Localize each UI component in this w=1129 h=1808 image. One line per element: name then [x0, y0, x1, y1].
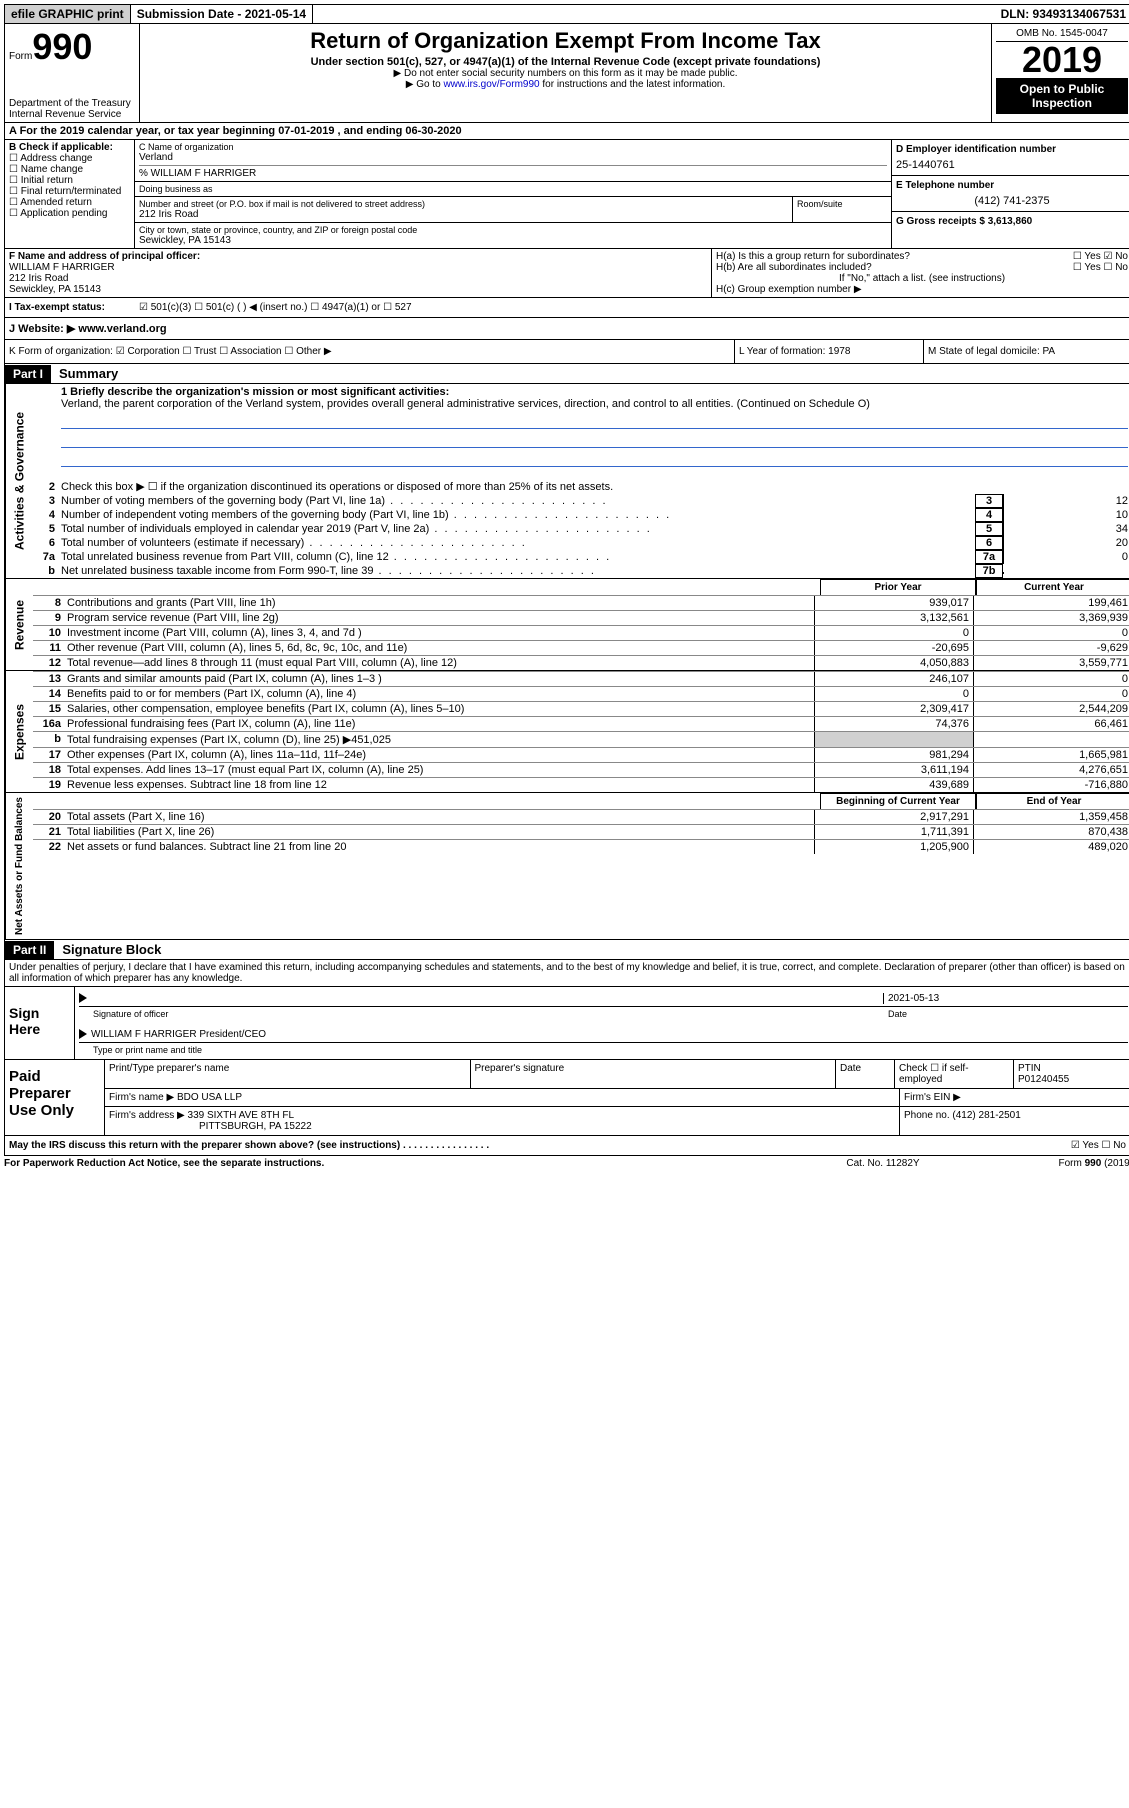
table-row: 22Net assets or fund balances. Subtract …: [33, 839, 1129, 854]
year-formation: L Year of formation: 1978: [735, 340, 924, 363]
table-row: 6Total number of volunteers (estimate if…: [33, 536, 1129, 550]
street-address: 212 Iris Road: [139, 209, 788, 220]
part1-header: Part I Summary: [4, 364, 1129, 384]
table-row: 3Number of voting members of the governi…: [33, 494, 1129, 508]
part1-governance: Activities & Governance 1 Briefly descri…: [4, 384, 1129, 579]
officer-name-title: WILLIAM F HARRIGER President/CEO: [91, 1029, 1128, 1040]
telephone: (412) 741-2375: [896, 195, 1128, 207]
table-row: 7aTotal unrelated business revenue from …: [33, 550, 1129, 564]
row-i-tax-status: I Tax-exempt status: ☑ 501(c)(3) ☐ 501(c…: [4, 298, 1129, 318]
state-domicile: M State of legal domicile: PA: [924, 340, 1129, 363]
table-row: 17Other expenses (Part IX, column (A), l…: [33, 747, 1129, 762]
irs-link[interactable]: www.irs.gov/Form990: [443, 79, 539, 90]
table-row: 9Program service revenue (Part VIII, lin…: [33, 610, 1129, 625]
table-row: bNet unrelated business taxable income f…: [33, 564, 1129, 578]
firm-name: BDO USA LLP: [177, 1092, 242, 1103]
top-bar: efile GRAPHIC print Submission Date - 20…: [4, 4, 1129, 24]
part1-revenue: Revenue Prior YearCurrent Year 8Contribu…: [4, 579, 1129, 671]
chk-name-change[interactable]: ☐ Name change: [9, 164, 130, 175]
discuss-row: May the IRS discuss this return with the…: [4, 1136, 1129, 1156]
table-row: 19Revenue less expenses. Subtract line 1…: [33, 777, 1129, 792]
h-b-answer[interactable]: ☐ Yes ☐ No: [1073, 262, 1128, 273]
ein: 25-1440761: [896, 159, 1128, 171]
sign-here-block: Sign Here 2021-05-13 Signature of office…: [4, 987, 1129, 1060]
row-j-website: J Website: ▶ www.verland.org: [4, 318, 1129, 340]
room-suite: Room/suite: [793, 197, 891, 222]
part1-net-assets: Net Assets or Fund Balances Beginning of…: [4, 793, 1129, 940]
table-row: 18Total expenses. Add lines 13–17 (must …: [33, 762, 1129, 777]
table-row: 20Total assets (Part X, line 16)2,917,29…: [33, 809, 1129, 824]
note-goto: ▶ Go to www.irs.gov/Form990 for instruct…: [144, 79, 987, 90]
h-c: H(c) Group exemption number ▶: [716, 284, 1128, 295]
arrow-icon: [79, 1029, 87, 1039]
chk-address-change[interactable]: ☐ Address change: [9, 153, 130, 164]
officer-street: 212 Iris Road: [9, 273, 707, 284]
block-bcd: B Check if applicable: ☐ Address change …: [4, 140, 1129, 248]
table-row: 16aProfessional fundraising fees (Part I…: [33, 716, 1129, 731]
col-c-name-address: C Name of organization Verland % WILLIAM…: [135, 140, 892, 248]
form-subtitle: Under section 501(c), 527, or 4947(a)(1)…: [144, 56, 987, 68]
form-header: Form990 Department of the Treasury Inter…: [4, 24, 1129, 123]
officer-city: Sewickley, PA 15143: [9, 284, 707, 295]
tax-status-options[interactable]: ☑ 501(c)(3) ☐ 501(c) ( ) ◀ (insert no.) …: [139, 302, 412, 313]
note-ssn: ▶ Do not enter social security numbers o…: [144, 68, 987, 79]
form-title: Return of Organization Exempt From Incom…: [144, 28, 987, 54]
part2-header: Part II Signature Block: [4, 940, 1129, 960]
form-990-label: Form 990 (2019): [983, 1158, 1129, 1169]
care-of: % WILLIAM F HARRIGER: [139, 165, 887, 179]
chk-amended[interactable]: ☐ Amended return: [9, 197, 130, 208]
mission-text: Verland, the parent corporation of the V…: [61, 398, 1128, 410]
website[interactable]: www.verland.org: [78, 323, 166, 335]
table-row: 10Investment income (Part VIII, column (…: [33, 625, 1129, 640]
row-a-tax-year: A For the 2019 calendar year, or tax yea…: [4, 123, 1129, 140]
org-name: Verland: [139, 152, 887, 163]
table-row: 21Total liabilities (Part X, line 26)1,7…: [33, 824, 1129, 839]
city-state-zip: Sewickley, PA 15143: [139, 235, 887, 246]
arrow-icon: [79, 993, 87, 1003]
table-row: 14Benefits paid to or for members (Part …: [33, 686, 1129, 701]
self-employed-check[interactable]: Check ☐ if self-employed: [895, 1060, 1014, 1088]
penalty-statement: Under penalties of perjury, I declare th…: [4, 960, 1129, 987]
part1-expenses: Expenses 13Grants and similar amounts pa…: [4, 671, 1129, 793]
dln: DLN: 93493134067531: [995, 5, 1129, 23]
table-row: 8Contributions and grants (Part VIII, li…: [33, 595, 1129, 610]
table-row: bTotal fundraising expenses (Part IX, co…: [33, 731, 1129, 747]
form-label: Form990: [9, 26, 135, 68]
dept-irs: Internal Revenue Service: [9, 109, 135, 120]
tax-year: 2019: [996, 42, 1128, 78]
col-d-ein-phone: D Employer identification number 25-1440…: [892, 140, 1129, 248]
table-row: 4Number of independent voting members of…: [33, 508, 1129, 522]
table-row: 11Other revenue (Part VIII, column (A), …: [33, 640, 1129, 655]
form-of-org: K Form of organization: ☑ Corporation ☐ …: [5, 340, 735, 363]
col-b-checkboxes: B Check if applicable: ☐ Address change …: [5, 140, 135, 248]
row-klm: K Form of organization: ☑ Corporation ☐ …: [4, 340, 1129, 364]
firm-address: 339 SIXTH AVE 8TH FL: [188, 1110, 295, 1121]
sig-date: 2021-05-13: [883, 993, 1128, 1004]
paid-preparer-block: Paid Preparer Use Only Print/Type prepar…: [4, 1060, 1129, 1136]
table-row: 13Grants and similar amounts paid (Part …: [33, 671, 1129, 686]
ptin: P01240455: [1018, 1074, 1069, 1085]
table-row: 12Total revenue—add lines 8 through 11 (…: [33, 655, 1129, 670]
officer-name: WILLIAM F HARRIGER: [9, 262, 707, 273]
table-row: 5Total number of individuals employed in…: [33, 522, 1129, 536]
gross-receipts: G Gross receipts $ 3,613,860: [896, 216, 1128, 227]
chk-app-pending[interactable]: ☐ Application pending: [9, 208, 130, 219]
h-a-answer[interactable]: ☐ Yes ☑ No: [1073, 251, 1128, 262]
efile-button[interactable]: efile GRAPHIC print: [5, 5, 131, 23]
submission-date: Submission Date - 2021-05-14: [131, 5, 313, 23]
table-row: 15Salaries, other compensation, employee…: [33, 701, 1129, 716]
chk-initial-return[interactable]: ☐ Initial return: [9, 175, 130, 186]
firm-phone: (412) 281-2501: [952, 1110, 1020, 1121]
chk-final-return[interactable]: ☐ Final return/terminated: [9, 186, 130, 197]
open-to-public: Open to Public Inspection: [996, 78, 1128, 114]
dept-treasury: Department of the Treasury: [9, 98, 135, 109]
page-footer: For Paperwork Reduction Act Notice, see …: [4, 1156, 1129, 1171]
row-f-h: F Name and address of principal officer:…: [4, 248, 1129, 298]
discuss-answer[interactable]: ☑ Yes ☐ No: [1000, 1138, 1129, 1153]
